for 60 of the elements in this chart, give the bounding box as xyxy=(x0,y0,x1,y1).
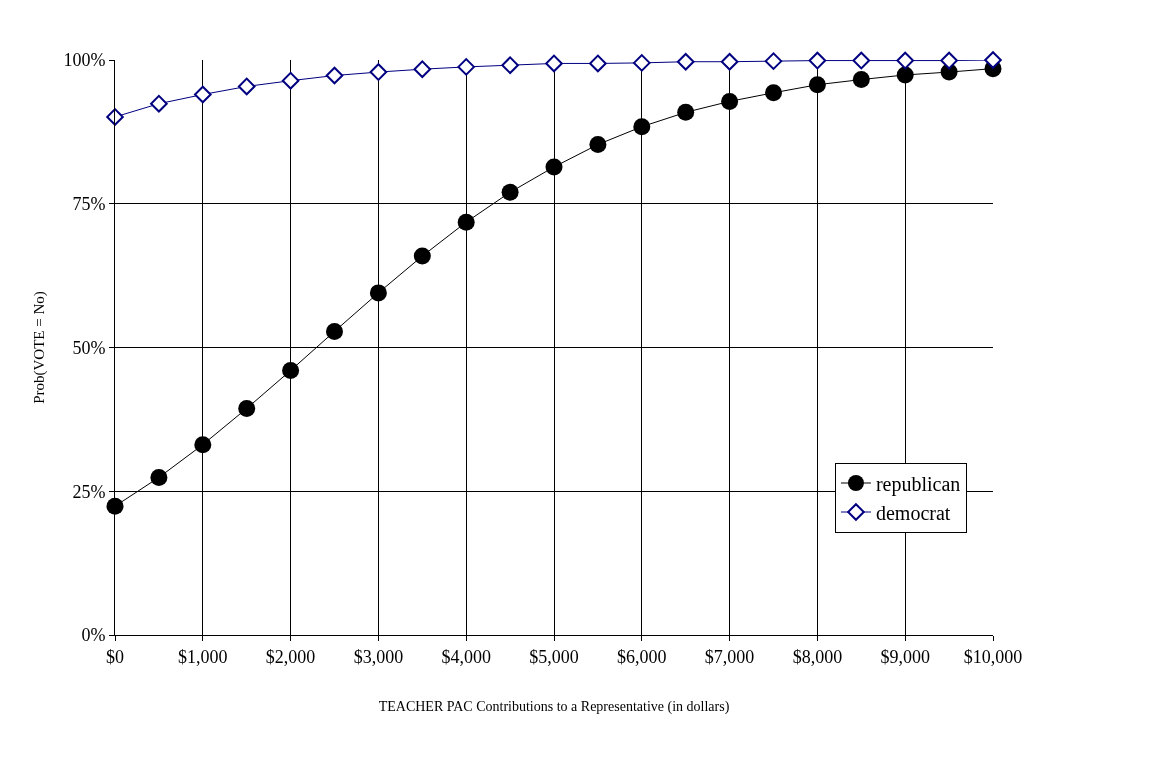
point xyxy=(281,71,300,90)
point xyxy=(194,436,212,454)
point xyxy=(852,71,870,89)
y-tick-label: 25% xyxy=(72,481,106,502)
point xyxy=(764,52,783,70)
x-tick-label: $7,000 xyxy=(704,646,755,667)
y-tick-label: 50% xyxy=(72,337,106,358)
y-tick-label: 100% xyxy=(63,50,106,71)
point xyxy=(282,362,300,379)
x-tick-label: $8,000 xyxy=(792,646,843,667)
point xyxy=(501,183,519,201)
point xyxy=(413,247,431,265)
x-tick-label: $0 xyxy=(106,646,124,667)
x-tick-label: $1,000 xyxy=(178,646,228,667)
x-tick-label: $5,000 xyxy=(529,646,579,667)
point xyxy=(808,51,827,70)
x-tick-label: $10,000 xyxy=(963,646,1023,667)
point xyxy=(457,213,475,231)
point xyxy=(677,103,695,121)
point xyxy=(589,136,607,154)
point xyxy=(413,60,432,78)
x-tick-label: $2,000 xyxy=(265,646,316,667)
point xyxy=(501,56,519,74)
point xyxy=(940,51,958,70)
point xyxy=(984,51,1002,69)
point xyxy=(808,76,826,94)
point xyxy=(194,85,212,104)
point xyxy=(106,108,124,126)
x-tick-label: $9,000 xyxy=(880,646,930,667)
legend-label: democrat xyxy=(875,501,951,524)
point xyxy=(150,94,168,113)
point xyxy=(765,84,782,102)
point xyxy=(369,284,387,302)
point xyxy=(369,63,388,81)
point xyxy=(896,51,914,70)
point xyxy=(721,92,739,110)
x-tick-label: $3,000 xyxy=(353,646,404,667)
x-tick-label: $4,000 xyxy=(441,646,491,667)
point xyxy=(106,497,124,515)
y-tick-label: 0% xyxy=(81,625,106,646)
point xyxy=(238,399,256,417)
y-tick-label: 75% xyxy=(72,194,106,215)
point xyxy=(633,54,651,72)
point xyxy=(633,118,651,136)
point xyxy=(545,54,563,73)
point xyxy=(326,322,343,340)
point xyxy=(589,54,607,73)
legend-label: republican xyxy=(875,472,961,496)
point xyxy=(852,51,871,70)
point xyxy=(545,158,563,176)
point xyxy=(325,66,344,85)
x-axis-title: TEACHER PAC Contributions to a Representative (in dollars) xyxy=(378,698,730,715)
point xyxy=(237,77,256,96)
y-axis-title: Prob(VOTE = No) xyxy=(30,291,48,404)
point xyxy=(720,52,739,71)
point xyxy=(676,52,695,71)
point xyxy=(896,66,914,84)
point xyxy=(457,58,475,76)
x-tick-label: $6,000 xyxy=(617,646,667,667)
point xyxy=(150,468,168,486)
